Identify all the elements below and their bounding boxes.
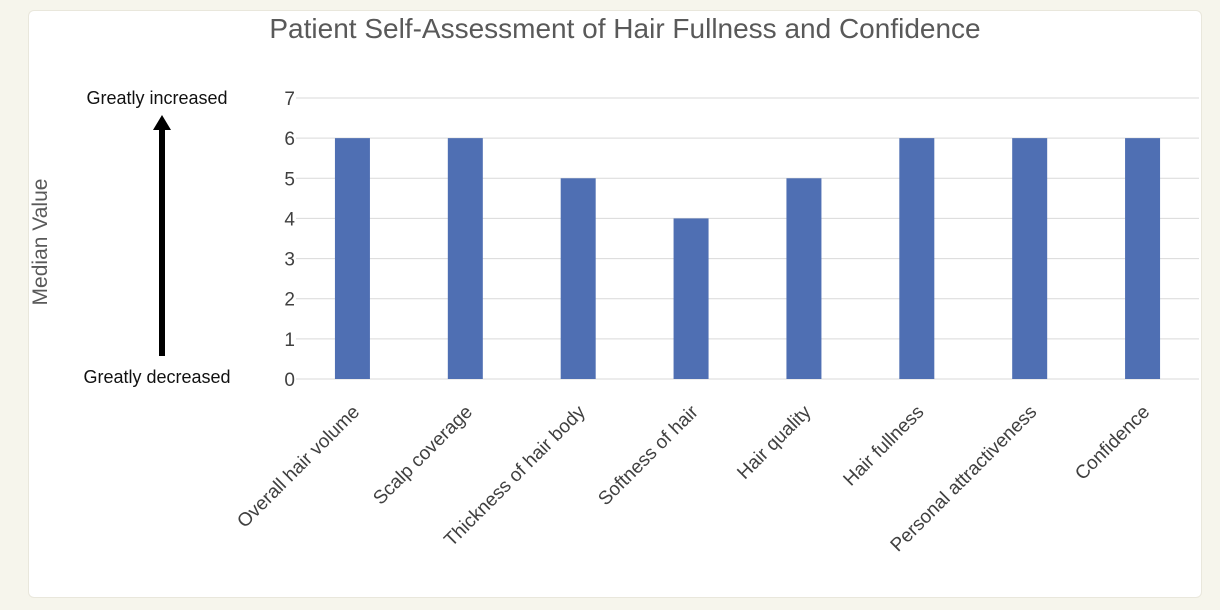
bar: [1012, 138, 1048, 379]
bar: [334, 138, 370, 379]
y-tick-label: 3: [284, 250, 295, 271]
bar: [673, 218, 709, 379]
bar: [899, 138, 935, 379]
y-tick-label: 5: [284, 169, 295, 190]
y-tick-label: 1: [284, 330, 295, 351]
y-axis-label: Median Value: [29, 179, 52, 306]
bar: [786, 178, 822, 379]
y-tick-label: 0: [284, 370, 295, 391]
bar: [447, 138, 483, 379]
x-category-label: Scalp coverage: [369, 402, 476, 509]
chart-title: Patient Self-Assessment of Hair Fullness…: [269, 13, 980, 44]
x-category-label: Hair quality: [733, 401, 815, 483]
chart-card: Patient Self-Assessment of Hair Fullness…: [28, 10, 1202, 598]
direction-arrow: [153, 115, 171, 356]
bars: [334, 138, 1161, 379]
x-axis-category-labels: Overall hair volume Scalp coverageThickne…: [233, 401, 1154, 556]
x-category-label: Softness of hair: [594, 401, 703, 510]
annotation-greatly-increased: Greatly increased: [86, 88, 227, 108]
x-category-label: Overall hair volume: [233, 402, 364, 533]
y-tick-label: 6: [284, 129, 295, 150]
bar: [560, 178, 596, 379]
y-tick-label: 7: [284, 89, 295, 110]
gridlines: [296, 97, 1199, 380]
annotation-greatly-decreased: Greatly decreased: [83, 367, 230, 387]
y-tick-label: 2: [284, 290, 295, 311]
x-category-label: Confidence: [1071, 402, 1154, 485]
x-category-label: Hair fullness: [840, 402, 929, 491]
y-axis-ticks: 0 1 2 3 4 5 6 7: [284, 89, 295, 391]
bar: [1125, 138, 1161, 379]
chart: Patient Self-Assessment of Hair Fullness…: [29, 13, 1199, 556]
direction-arrow-head: [153, 115, 171, 130]
y-tick-label: 4: [284, 209, 295, 230]
